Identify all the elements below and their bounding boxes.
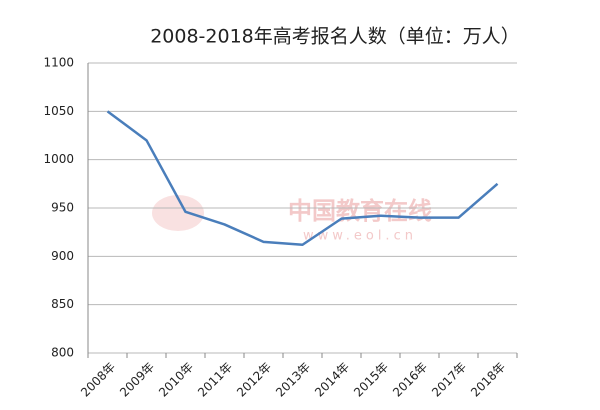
y-tick-label: 900: [51, 249, 74, 263]
line: [106, 110, 499, 246]
chart-title: 2008-2018年高考报名人数（单位：万人）: [150, 26, 520, 48]
watermark: 中国教育在线: [288, 197, 432, 225]
y-tick-label: 1050: [43, 104, 74, 118]
watermark: www.eol.cn: [303, 229, 417, 244]
y-tick-label: 850: [51, 297, 74, 311]
y-tick-label: 950: [51, 201, 74, 215]
y-tick-label: 800: [51, 346, 74, 360]
y-tick-label: 1000: [43, 152, 74, 166]
watermark-logo: [152, 195, 204, 231]
y-tick-label: 1100: [43, 56, 74, 70]
